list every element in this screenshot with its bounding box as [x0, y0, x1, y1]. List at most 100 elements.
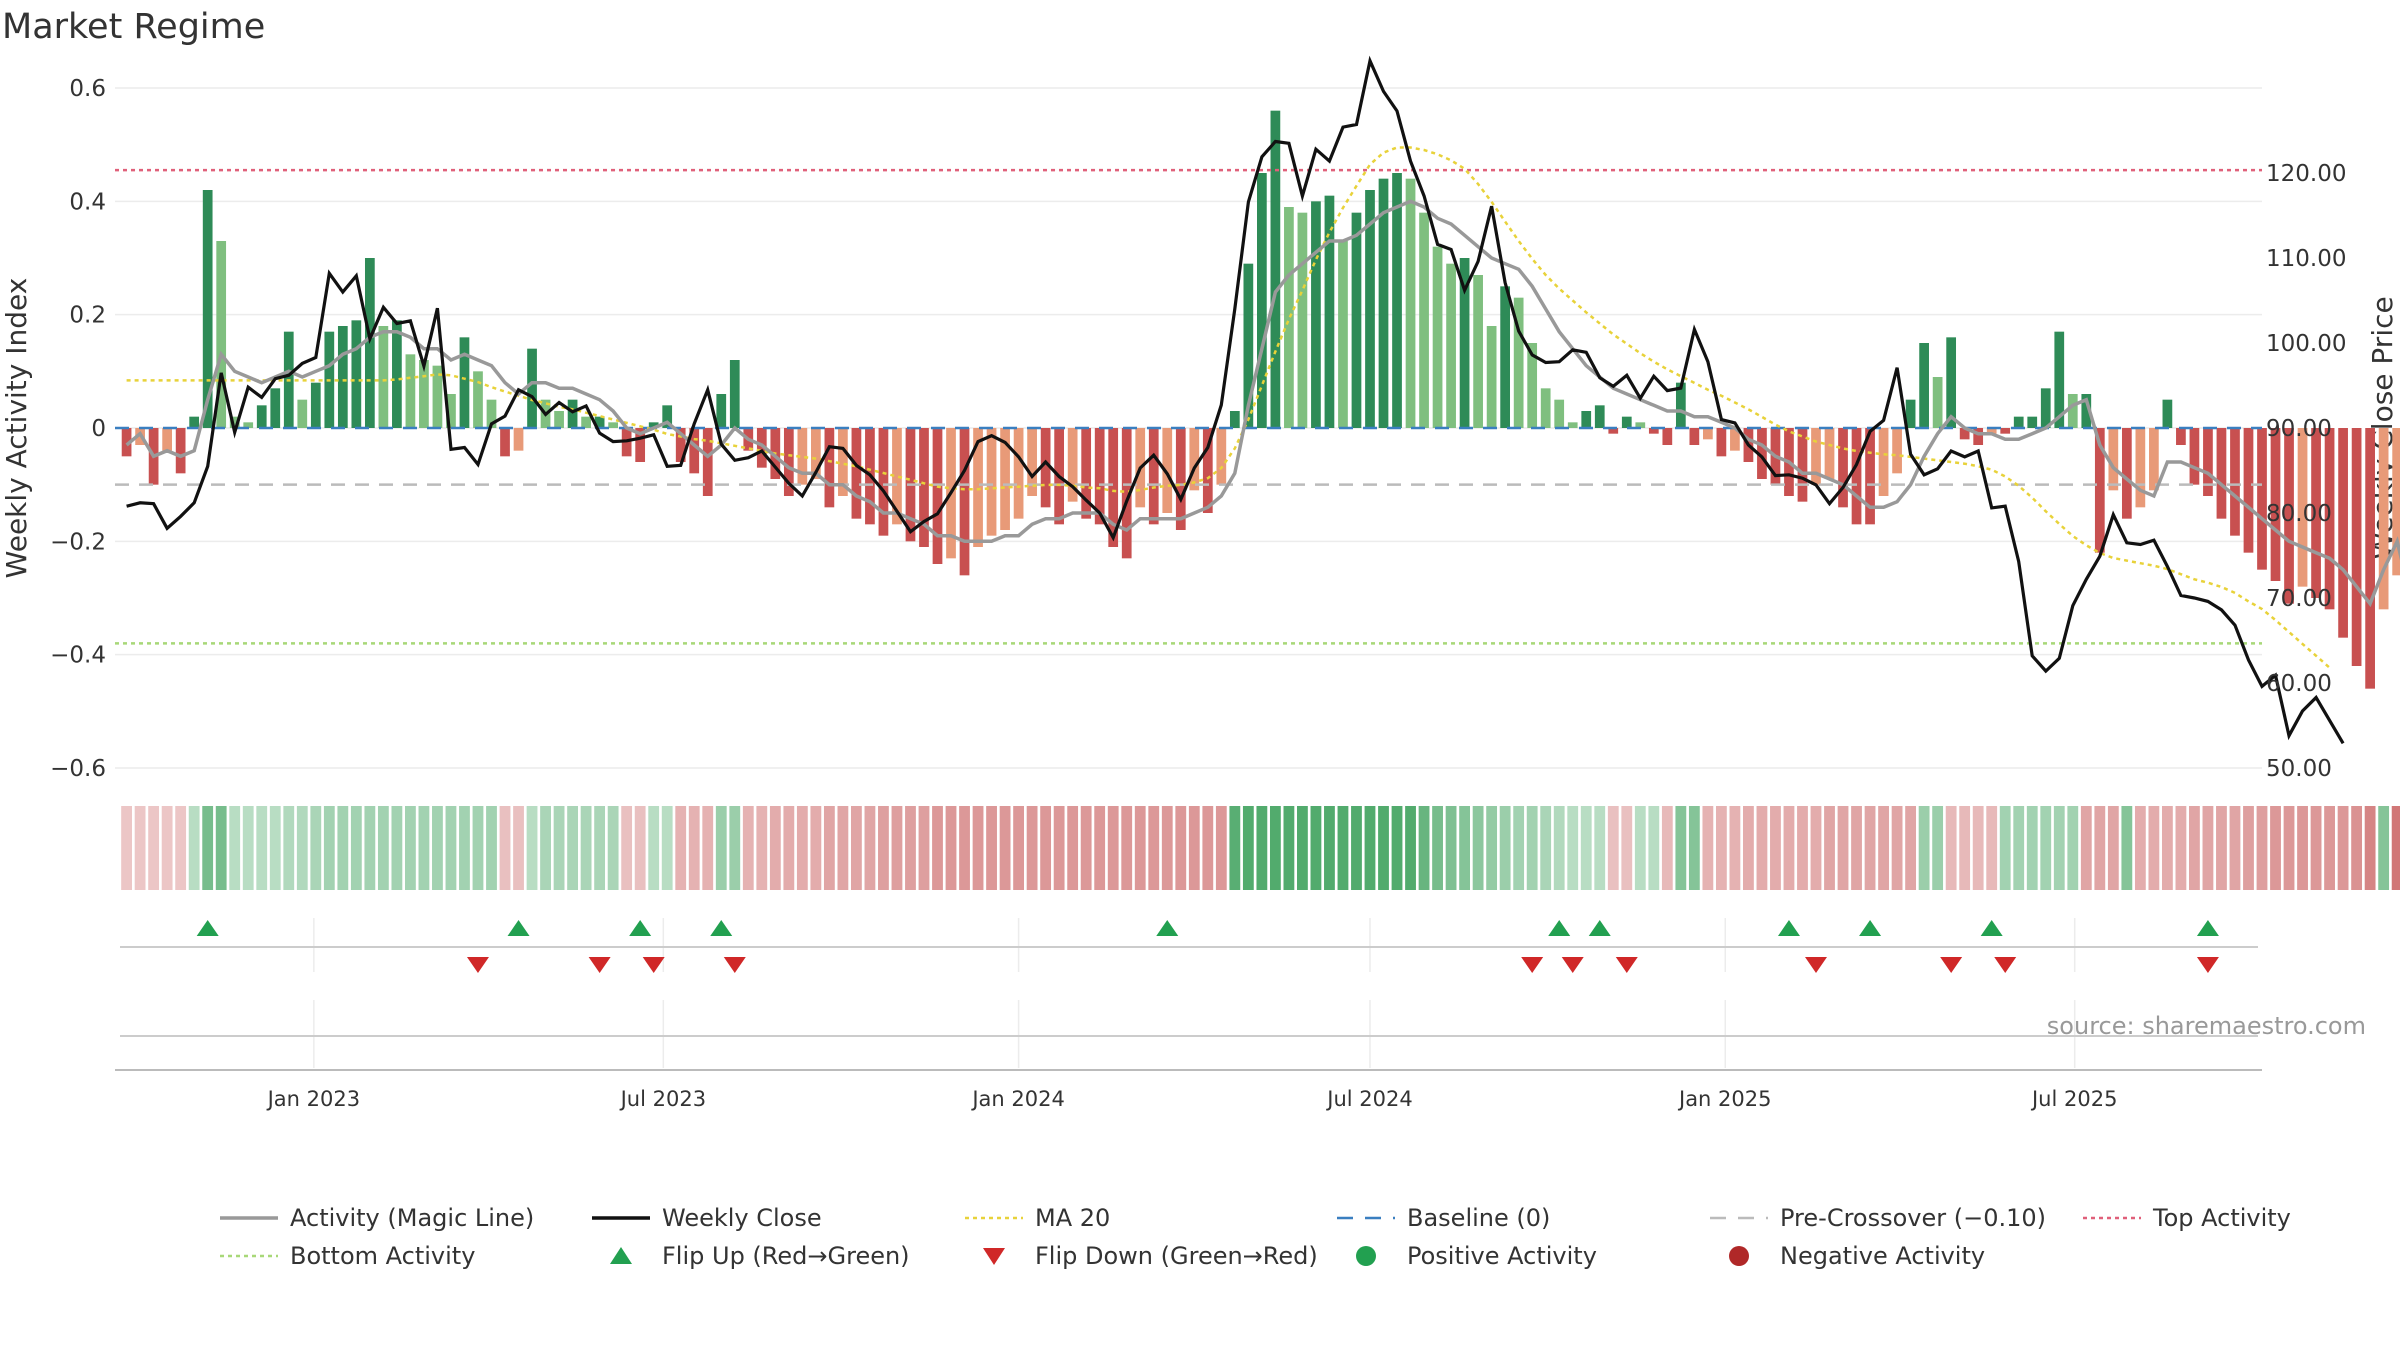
- flip-up-marker: [1156, 920, 1179, 936]
- activity-bar: [364, 258, 375, 428]
- strip-cell: [1526, 806, 1538, 890]
- activity-bar: [2338, 428, 2348, 638]
- legend-label: Bottom Activity: [290, 1242, 475, 1270]
- strip-cell: [121, 806, 132, 890]
- strip-cell: [269, 806, 281, 890]
- flip-down-marker: [1804, 957, 1827, 973]
- strip-cell: [742, 806, 754, 890]
- strip-cell: [418, 806, 430, 890]
- regime-strip: [121, 806, 2400, 890]
- activity-bar: [513, 428, 524, 451]
- strip-cell: [2107, 806, 2119, 890]
- activity-bar: [554, 411, 564, 428]
- flip-down-marker: [2196, 957, 2219, 973]
- strip-cell: [2080, 806, 2092, 890]
- left-tick-label: 0.6: [69, 76, 106, 102]
- activity-bar: [1757, 428, 1767, 479]
- activity-bar: [824, 428, 835, 508]
- strip-cell: [1391, 806, 1403, 890]
- strip-cell: [675, 806, 687, 890]
- activity-bar: [1554, 399, 1565, 428]
- activity-bar: [2311, 428, 2321, 598]
- strip-cell: [2364, 806, 2376, 890]
- activity-bar: [689, 428, 700, 474]
- strip-cell: [1297, 806, 1308, 890]
- activity-bar: [2392, 428, 2400, 576]
- flip-down-marker: [1615, 957, 1638, 973]
- activity-bar: [702, 428, 713, 496]
- strip-cell: [1851, 806, 1862, 890]
- right-tick-label: 70.00: [2266, 586, 2332, 612]
- activity-bar: [2284, 428, 2294, 604]
- strip-cell: [1918, 806, 1930, 890]
- activity-bar: [1013, 428, 1024, 519]
- strip-cell: [2013, 806, 2025, 890]
- strip-cell: [972, 806, 984, 890]
- strip-cell: [1472, 806, 1484, 890]
- strip-cell: [1175, 806, 1187, 890]
- flip-down-marker: [642, 957, 665, 973]
- activity-bar: [1162, 428, 1173, 513]
- flip-up-marker: [1588, 920, 1611, 936]
- activity-bar: [2162, 399, 2173, 428]
- activity-bar: [892, 428, 902, 525]
- activity-bar: [2176, 428, 2186, 445]
- strip-cell: [1229, 806, 1241, 890]
- activity-bar: [1905, 399, 1916, 428]
- strip-cell: [1607, 806, 1619, 890]
- activity-bar: [473, 371, 483, 428]
- strip-cell: [323, 806, 335, 890]
- legend-label: Flip Up (Red→Green): [662, 1242, 910, 1270]
- strip-cell: [837, 806, 849, 890]
- strip-cell: [1337, 806, 1349, 890]
- activity-bar: [1000, 428, 1010, 530]
- activity-bar: [1865, 428, 1875, 525]
- flip-up-marker: [710, 920, 733, 936]
- activity-bar: [594, 416, 605, 428]
- right-tick-label: 120.00: [2266, 161, 2346, 187]
- strip-cell: [1810, 806, 1822, 890]
- strip-cell: [1824, 806, 1835, 890]
- activity-bar: [1446, 263, 1456, 428]
- activity-bar: [2243, 428, 2254, 553]
- x-tick-label: Jul 2024: [1325, 1087, 1412, 1111]
- activity-bar: [527, 348, 537, 428]
- strip-cell: [2324, 806, 2335, 890]
- strip-cell: [337, 806, 349, 890]
- strip-cell: [1756, 806, 1768, 890]
- activity-bar: [189, 416, 200, 428]
- activity-bar: [662, 405, 673, 428]
- strip-cell: [1351, 806, 1362, 890]
- activity-bar: [1892, 428, 1902, 474]
- strip-cell: [1580, 806, 1592, 890]
- strip-cell: [148, 806, 160, 890]
- activity-bar: [2054, 331, 2065, 428]
- activity-bar: [1270, 110, 1281, 429]
- strip-cell: [404, 806, 416, 890]
- x-tick-label: Jul 2023: [619, 1087, 706, 1111]
- strip-cell: [1067, 806, 1079, 890]
- strip-cell: [486, 806, 497, 890]
- flip-up-marker: [2196, 920, 2219, 936]
- flip-down-marker: [1521, 957, 1544, 973]
- flip-up-marker: [629, 920, 652, 936]
- left-axis-title: Weekly Activity Index: [0, 278, 33, 579]
- activity-bar: [878, 428, 889, 536]
- strip-cell: [2040, 806, 2052, 890]
- strip-cell: [2351, 806, 2363, 890]
- strip-cell: [296, 806, 308, 890]
- strip-cell: [2148, 806, 2160, 890]
- strip-cell: [715, 806, 727, 890]
- activity-bar: [648, 422, 659, 428]
- flip-down-marker: [1994, 957, 2017, 973]
- strip-cell: [1648, 806, 1660, 890]
- strip-cell: [594, 806, 606, 890]
- activity-bar: [1094, 428, 1105, 525]
- strip-cell: [1743, 806, 1754, 890]
- activity-bar: [1959, 428, 1970, 440]
- strip-cell: [1715, 806, 1727, 890]
- strip-cell: [1405, 806, 1416, 890]
- flip-down-marker: [1561, 957, 1584, 973]
- strip-cell: [161, 806, 173, 890]
